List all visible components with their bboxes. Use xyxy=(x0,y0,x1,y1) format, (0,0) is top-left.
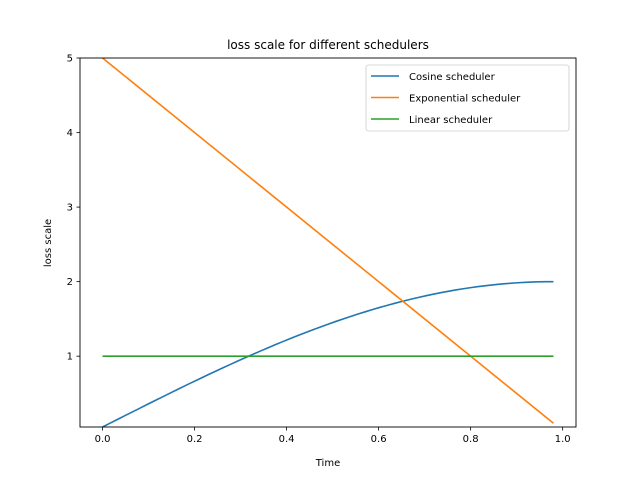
series-line-exponential-scheduler xyxy=(102,58,554,424)
x-axis-label: Time xyxy=(315,458,340,469)
y-tick-label: 1 xyxy=(67,352,73,363)
y-axis-ticks: 1 2 3 4 5 xyxy=(67,54,80,363)
y-tick-label: 4 xyxy=(67,128,73,139)
chart-title: loss scale for different schedulers xyxy=(227,38,429,52)
x-tick-label: 0.4 xyxy=(279,434,295,445)
x-tick-label: 0.6 xyxy=(371,434,387,445)
x-tick-label: 0.8 xyxy=(463,434,479,445)
legend-label: Linear scheduler xyxy=(409,115,493,126)
x-axis-ticks: 0.0 0.2 0.4 0.6 0.8 1.0 xyxy=(95,427,571,445)
y-axis-label: loss scale xyxy=(43,219,54,267)
axes-frame xyxy=(79,57,577,428)
x-tick-label: 0.0 xyxy=(95,434,111,445)
y-tick-label: 2 xyxy=(67,277,73,288)
legend-label: Exponential scheduler xyxy=(409,93,521,104)
legend-box xyxy=(365,64,570,132)
x-tick-label: 1.0 xyxy=(555,434,571,445)
y-tick-label: 3 xyxy=(67,203,73,214)
series-layer xyxy=(102,58,554,427)
legend: Cosine scheduler Exponential scheduler Lin… xyxy=(365,64,570,132)
y-tick-label: 5 xyxy=(67,54,73,65)
series-line-cosine-scheduler xyxy=(102,280,554,427)
legend-label: Cosine scheduler xyxy=(409,72,496,83)
x-tick-label: 0.2 xyxy=(187,434,203,445)
